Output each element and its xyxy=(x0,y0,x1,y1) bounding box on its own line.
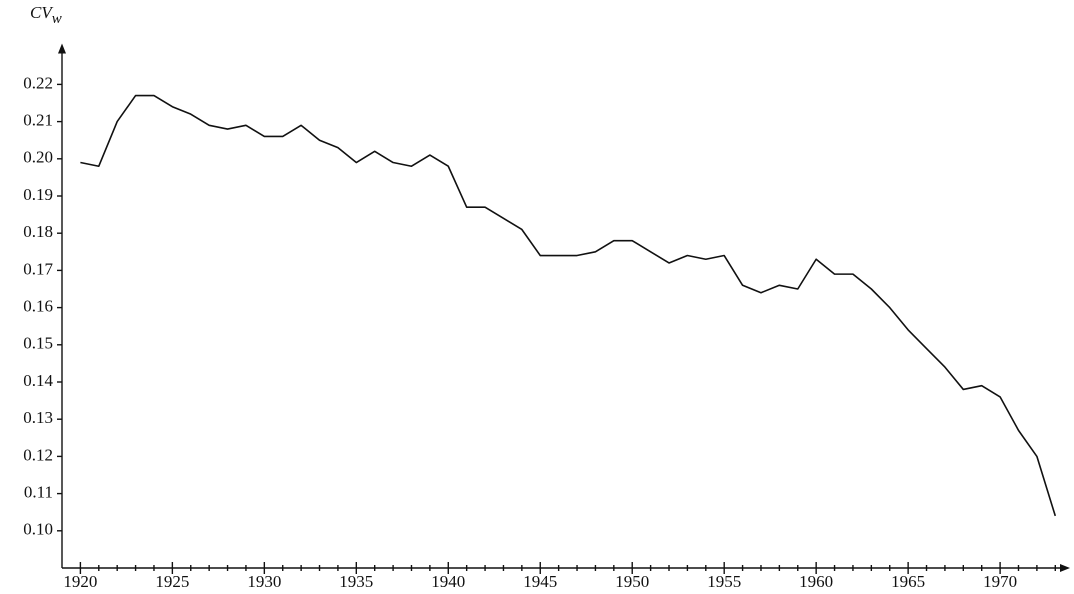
x-axis-arrow xyxy=(1060,564,1070,572)
y-tick-label: 0.20 xyxy=(23,148,53,167)
x-tick-label: 1960 xyxy=(799,572,833,591)
y-tick-label: 0.17 xyxy=(23,259,53,278)
line xyxy=(80,94,1057,517)
x-tick-label: 1920 xyxy=(63,572,97,591)
y-tick-label: 0.15 xyxy=(23,334,53,353)
y-tick-label: 0.10 xyxy=(23,520,53,539)
x-tick-label: 1945 xyxy=(523,572,557,591)
x-tick-label: 1925 xyxy=(155,572,189,591)
y-tick-label: 0.19 xyxy=(23,185,53,204)
x-tick-label: 1950 xyxy=(615,572,649,591)
x-tick-label: 1940 xyxy=(431,572,465,591)
x-tick-label: 1955 xyxy=(707,572,741,591)
x-tick-label: 1930 xyxy=(247,572,281,591)
y-tick-label: 0.21 xyxy=(23,111,53,130)
x-tick-label: 1970 xyxy=(983,572,1017,591)
y-axis-arrow xyxy=(58,43,66,54)
y-tick-label: 0.13 xyxy=(23,408,53,427)
y-axis-label-sub: w xyxy=(52,11,62,27)
x-tick-label: 1935 xyxy=(339,572,373,591)
y-axis-label: CVw xyxy=(30,3,62,28)
y-tick-label: 0.22 xyxy=(23,73,53,92)
y-tick-label: 0.14 xyxy=(23,371,53,390)
y-tick-label: 0.11 xyxy=(24,483,53,502)
y-tick-label: 0.16 xyxy=(23,297,53,316)
x-tick-label: 1965 xyxy=(891,572,925,591)
y-axis-label-main: CV xyxy=(30,3,54,22)
y-tick-label: 0.18 xyxy=(23,222,53,241)
y-tick-label: 0.12 xyxy=(23,445,53,464)
